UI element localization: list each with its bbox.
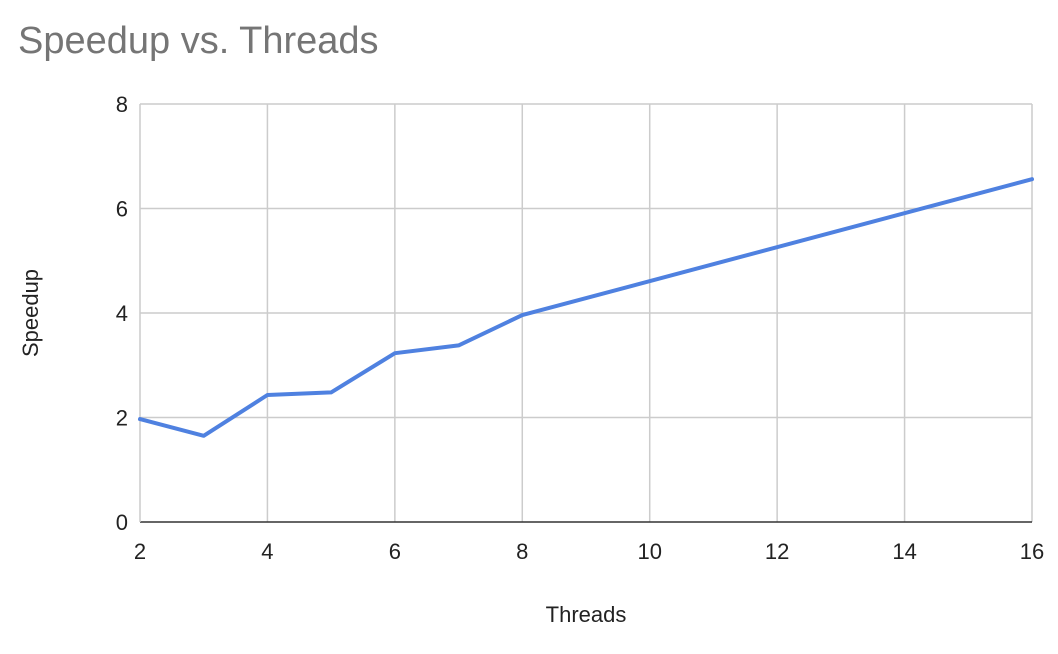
- y-axis-title: Speedup: [18, 269, 43, 357]
- y-tick-label: 0: [116, 510, 128, 535]
- series-line: [138, 177, 1034, 438]
- x-tick-label: 4: [261, 539, 273, 564]
- x-tick-label: 14: [892, 539, 916, 564]
- y-tick-label: 6: [116, 197, 128, 222]
- chart-title: Speedup vs. Threads: [18, 20, 379, 62]
- x-tick-label: 2: [134, 539, 146, 564]
- x-tick-label: 12: [765, 539, 789, 564]
- x-tick-label: 6: [389, 539, 401, 564]
- grid-lines: [140, 103, 1033, 522]
- y-tick-label: 2: [116, 406, 128, 431]
- series-layer: [138, 177, 1034, 438]
- x-tick-label: 16: [1020, 539, 1044, 564]
- x-tick-label: 10: [637, 539, 661, 564]
- y-tick-label: 4: [116, 301, 128, 326]
- axes: [139, 104, 1032, 523]
- y-tick-label: 8: [116, 92, 128, 117]
- x-tick-label: 8: [516, 539, 528, 564]
- x-axis-title: Threads: [546, 602, 627, 627]
